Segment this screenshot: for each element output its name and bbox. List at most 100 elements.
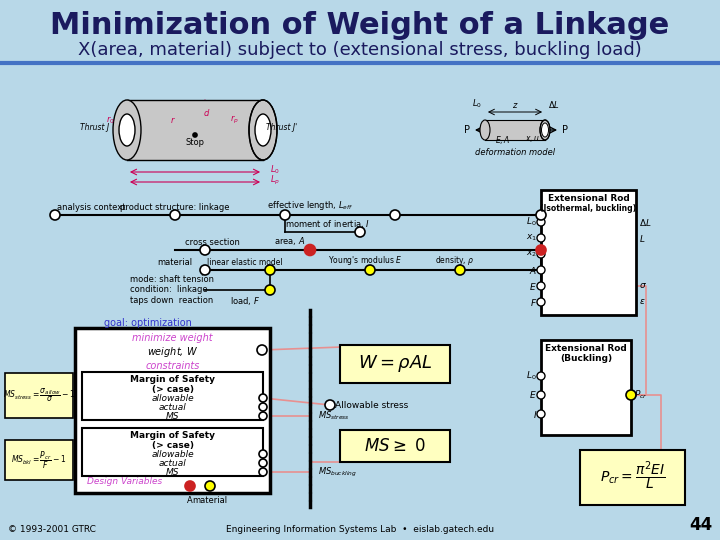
Circle shape [259, 468, 267, 476]
Text: Engineering Information Systems Lab  •  eislab.gatech.edu: Engineering Information Systems Lab • ei… [226, 525, 494, 534]
Text: (> case): (> case) [151, 441, 194, 450]
Bar [82, 372, 263, 420]
Text: $MS_{buckling}$: $MS_{buckling}$ [318, 465, 357, 478]
Circle shape [259, 412, 267, 420]
Circle shape [626, 390, 636, 400]
Text: $I$: $I$ [533, 408, 537, 420]
Bar [82, 428, 263, 476]
Text: minimize weight: minimize weight [132, 333, 213, 343]
Text: $E$: $E$ [529, 280, 537, 292]
Text: actual: actual [158, 459, 186, 468]
Circle shape [536, 210, 546, 220]
Bar [580, 450, 685, 505]
Circle shape [390, 210, 400, 220]
Circle shape [185, 481, 195, 491]
Text: material: material [158, 258, 192, 267]
Text: $r$: $r$ [170, 115, 176, 125]
Circle shape [200, 265, 210, 275]
Text: Allowable stress: Allowable stress [335, 401, 408, 409]
Text: $L_0$: $L_0$ [526, 216, 537, 228]
Circle shape [536, 245, 546, 255]
Text: © 1993-2001 GTRC: © 1993-2001 GTRC [8, 525, 96, 534]
Text: density, $\rho$: density, $\rho$ [435, 254, 474, 267]
Circle shape [537, 298, 545, 306]
Circle shape [537, 391, 545, 399]
Bar [5, 440, 73, 480]
Circle shape [537, 218, 545, 226]
Text: cross section: cross section [185, 238, 240, 247]
Text: MS: MS [166, 468, 179, 477]
Circle shape [200, 245, 210, 255]
Text: $\Delta L$: $\Delta L$ [548, 99, 560, 110]
Text: $L_0$: $L_0$ [526, 370, 537, 382]
Text: $L_0$: $L_0$ [270, 164, 280, 176]
Text: A: A [187, 496, 193, 505]
Circle shape [280, 210, 290, 220]
Circle shape [257, 345, 267, 355]
Text: moment of inertia, $I$: moment of inertia, $I$ [285, 218, 370, 230]
Text: $A$: $A$ [529, 265, 537, 275]
Circle shape [325, 400, 335, 410]
Text: deformation model: deformation model [475, 148, 555, 157]
Circle shape [365, 265, 375, 275]
Text: $P_{cr} = \dfrac{\pi^2 E I}{L}$: $P_{cr} = \dfrac{\pi^2 E I}{L}$ [600, 459, 665, 492]
Text: (Isothermal, buckling): (Isothermal, buckling) [541, 204, 636, 213]
Circle shape [259, 394, 267, 402]
Text: Design Variables: Design Variables [87, 477, 163, 486]
Circle shape [170, 210, 180, 220]
Text: X(area, material) subject to (extensional stress, buckling load): X(area, material) subject to (extensiona… [78, 41, 642, 59]
Text: $P_{cr}$: $P_{cr}$ [634, 389, 648, 401]
Circle shape [193, 133, 197, 137]
Circle shape [259, 450, 267, 458]
Bar [340, 345, 450, 383]
Bar [5, 373, 73, 418]
Circle shape [355, 227, 365, 237]
Text: load, $F$: load, $F$ [230, 295, 260, 307]
Text: $x, u$: $x, u$ [525, 134, 540, 144]
Circle shape [455, 265, 465, 275]
Text: condition:  linkage: condition: linkage [130, 285, 207, 294]
Ellipse shape [255, 114, 271, 146]
Circle shape [537, 372, 545, 380]
Text: $L_0$: $L_0$ [472, 98, 482, 110]
Ellipse shape [540, 120, 550, 140]
Text: $L$: $L$ [639, 233, 645, 244]
Bar [541, 340, 631, 435]
Polygon shape [485, 120, 545, 140]
Text: allowable: allowable [151, 394, 194, 403]
Circle shape [537, 410, 545, 418]
Text: product structure: linkage: product structure: linkage [120, 203, 230, 212]
Circle shape [537, 250, 545, 258]
Text: MS: MS [166, 412, 179, 421]
Text: $E$: $E$ [529, 389, 537, 401]
Text: Thrust J: Thrust J [80, 123, 109, 132]
Circle shape [265, 285, 275, 295]
Ellipse shape [249, 100, 277, 160]
Text: weight, $W$: weight, $W$ [147, 345, 198, 359]
Text: P: P [562, 125, 568, 135]
Text: Minimization of Weight of a Linkage: Minimization of Weight of a Linkage [50, 10, 670, 39]
Circle shape [259, 403, 267, 411]
Text: $\Delta L$: $\Delta L$ [639, 217, 652, 227]
Text: (Buckling): (Buckling) [560, 354, 612, 363]
Text: Young's modulus $E$: Young's modulus $E$ [328, 254, 402, 267]
Text: Thrust J': Thrust J' [266, 123, 297, 132]
Text: constraints: constraints [145, 361, 199, 371]
Bar [541, 190, 636, 315]
Text: $F$: $F$ [530, 296, 537, 307]
Text: material: material [192, 496, 228, 505]
Text: taps down  reaction: taps down reaction [130, 296, 213, 305]
Ellipse shape [119, 114, 135, 146]
Text: $MS_{stress}$: $MS_{stress}$ [318, 410, 350, 422]
Text: $E, A$: $E, A$ [495, 134, 510, 146]
Bar [75, 328, 270, 493]
Circle shape [265, 265, 275, 275]
Text: 44: 44 [689, 516, 712, 534]
Polygon shape [127, 100, 263, 160]
Ellipse shape [541, 123, 549, 137]
Ellipse shape [480, 120, 490, 140]
Text: $W = \rho A L$: $W = \rho A L$ [358, 354, 432, 375]
Text: $r_p$: $r_p$ [230, 114, 239, 126]
Text: analysis context: analysis context [57, 203, 125, 212]
Text: effective length, $L_{eff}$: effective length, $L_{eff}$ [267, 199, 354, 212]
